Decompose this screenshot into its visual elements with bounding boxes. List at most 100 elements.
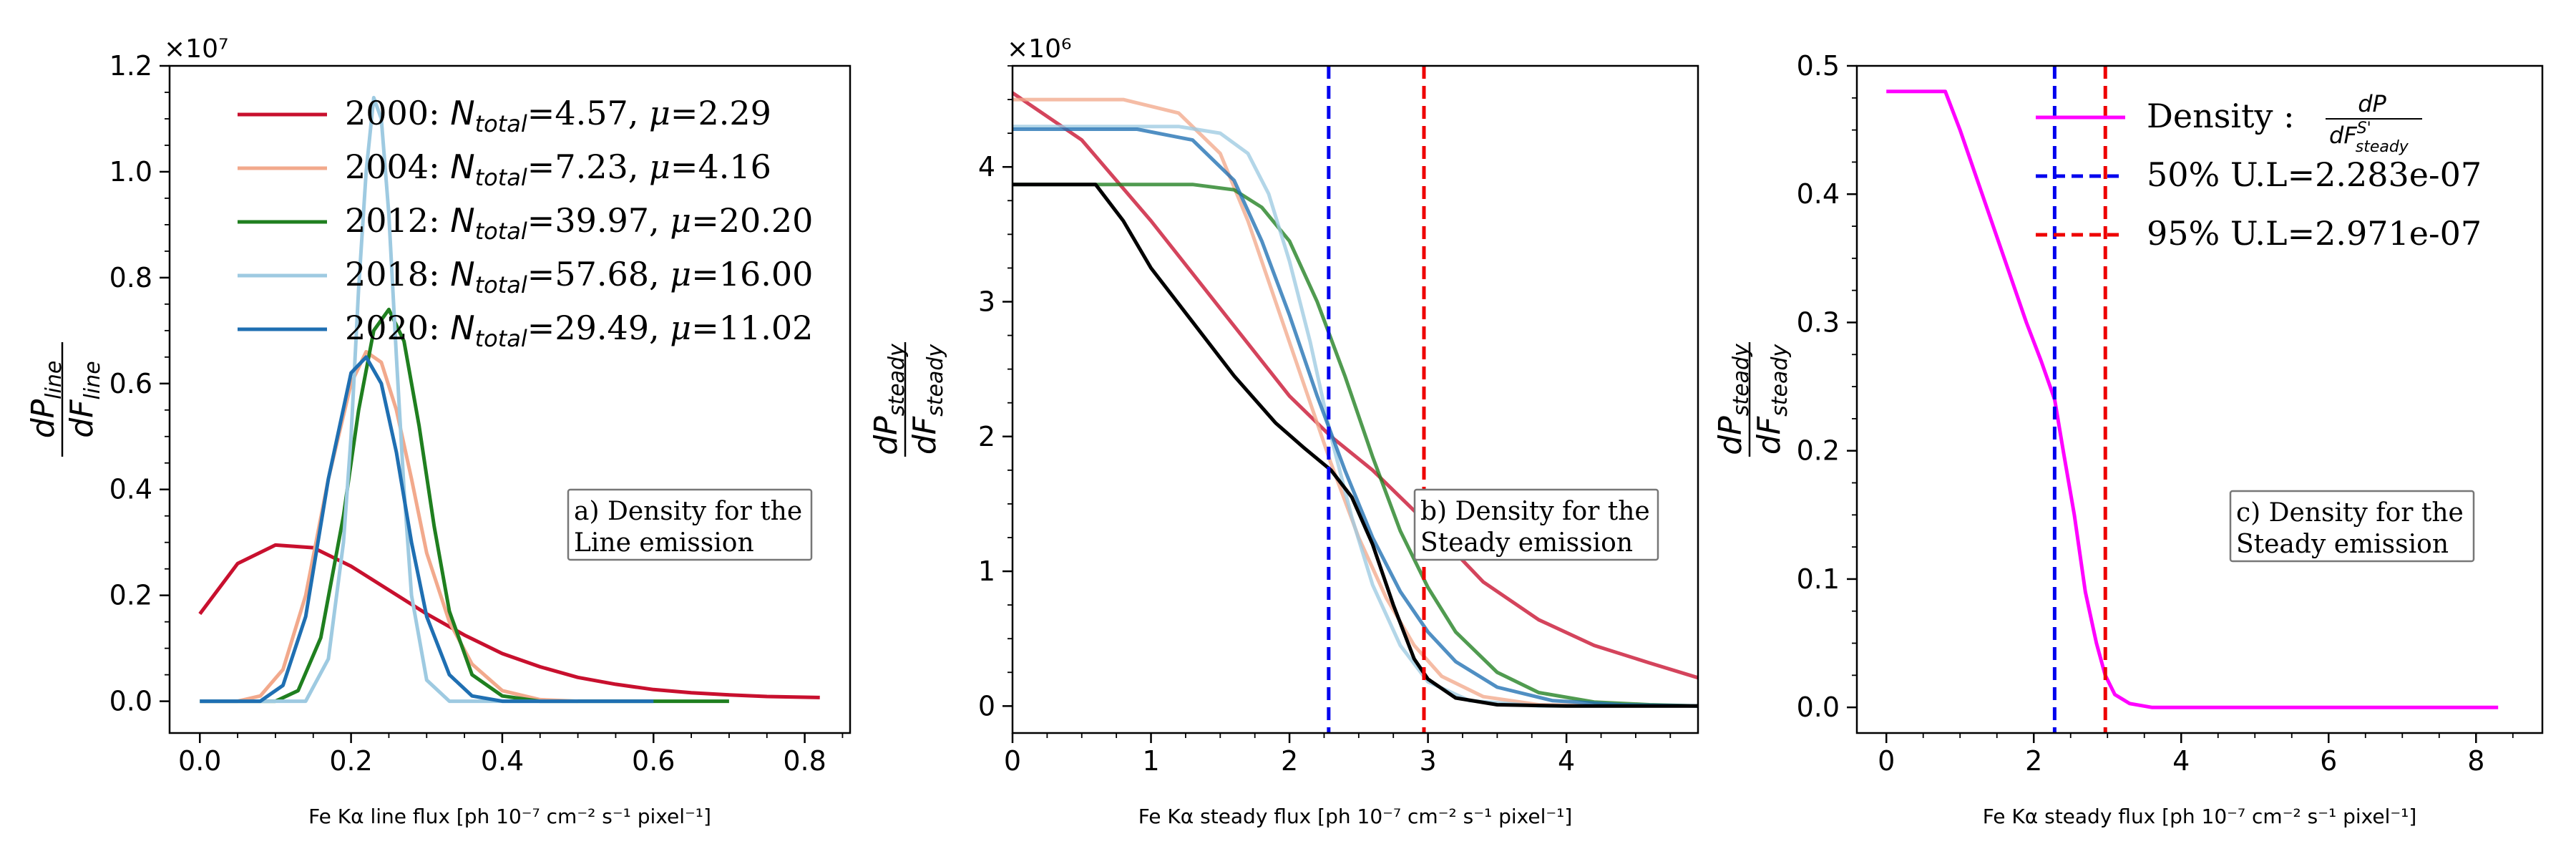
legend-frac-den-main: dF: [2329, 122, 2357, 149]
x-tick-label: 3: [1420, 745, 1437, 777]
x-tick-label: 6: [2320, 745, 2337, 777]
legend-eq: =: [527, 94, 555, 132]
legend-comma: ,: [628, 147, 649, 186]
y-label-denominator: dFsteady: [1751, 344, 1792, 455]
legend-comma: ,: [649, 201, 670, 240]
legend-ntotal: 7.23: [555, 147, 628, 186]
legend-mu-symbol: μ: [670, 201, 691, 240]
legend-entry-2018: 2018: Ntotal=57.68, μ=16.00: [345, 255, 813, 299]
plot-area: [1013, 66, 1698, 733]
x-tick-label: 4: [1558, 745, 1575, 777]
annotation-box: [2229, 490, 2475, 563]
annotation-box: [1413, 488, 1659, 561]
y-tick-label: 0.0: [1797, 691, 1840, 723]
legend-eq: =: [527, 201, 555, 240]
legend-eq: =: [527, 309, 555, 347]
x-tick-label: 4: [2172, 745, 2190, 777]
y-label-num-main: dP: [868, 416, 904, 455]
legend-entry-2012: 2012: Ntotal=39.97, μ=20.20: [345, 201, 813, 245]
legend-ntotal: 29.49: [555, 309, 649, 347]
y-tick-label: 1.2: [109, 50, 152, 82]
legend-frac-den-sup: S': [2357, 120, 2371, 137]
legend-mu: 2.29: [698, 94, 771, 132]
legend-frac-denominator: dFS' steady: [2329, 120, 2409, 156]
legend-entry-1: 50% U.L=2.283e-07: [2147, 155, 2482, 194]
x-axis-label: Fe Kα steady flux [ph 10⁻⁷ cm⁻² s⁻¹ pixe…: [1138, 805, 1573, 828]
legend-sep: :: [429, 309, 450, 347]
legend-mu: 4.16: [698, 147, 771, 186]
y-tick-label: 0.2: [1797, 435, 1840, 467]
legend-n-sub: total: [475, 325, 527, 352]
legend-n-sub: total: [475, 271, 527, 299]
legend-sep: :: [429, 94, 450, 132]
panel-a-line-density: 0.0 0.2 0.4 0.6 0.8 0.0 0.2 0.4 0.6 0.8 1.0 1.2 ×10⁷…: [25, 34, 852, 828]
y-tick-label: 0.4: [109, 474, 152, 505]
y-label-den-main: dF: [1751, 416, 1787, 455]
y-tick-label: 0: [978, 690, 995, 722]
series-2004-line: [200, 349, 578, 704]
y-label-den-main: dF: [907, 416, 943, 455]
y-label-num-main: dP: [25, 399, 62, 438]
legend-mu-symbol: μ: [670, 255, 691, 293]
legend-n-symbol: N: [450, 94, 474, 132]
plot-area: [198, 95, 820, 704]
legend-entry-0: Density :: [2147, 97, 2295, 135]
axes-frame: [1855, 64, 2544, 734]
x-tick-label: 1: [1142, 745, 1159, 777]
legend-mu: 11.02: [719, 309, 814, 347]
x-tick-label: 0: [1004, 745, 1021, 777]
legend-year: 2004: [345, 147, 429, 186]
legend-ntotal: 39.97: [555, 201, 649, 240]
legend-entry-2004: 2004: Ntotal=7.23, μ=4.16: [345, 147, 771, 191]
legend-n-symbol: N: [450, 147, 474, 186]
y-axis-exponent: ×10⁶: [1007, 34, 1071, 64]
y-label-den-sub: steady: [1767, 344, 1792, 417]
legend-ntotal: 4.57: [555, 94, 628, 132]
legend-sep: :: [429, 255, 450, 293]
series-2020-line: [1013, 127, 1698, 708]
legend-label: Density :: [2147, 97, 2295, 135]
legend-mu-symbol: μ: [649, 94, 670, 132]
legend-mu-symbol: μ: [649, 147, 670, 186]
legend-frac-numerator: dP: [2358, 90, 2386, 117]
legend-year: 2020: [345, 309, 429, 347]
legend-n-symbol: N: [450, 201, 474, 240]
series-2018-line: [200, 95, 578, 704]
y-tick-label: 4: [978, 151, 995, 183]
annotation-line: c) Density for the: [2236, 498, 2464, 528]
legend-entry-2020: 2020: Ntotal=29.49, μ=11.02: [345, 309, 813, 352]
annotation-line: b) Density for the: [1420, 497, 1650, 526]
y-tick-label: 0.5: [1797, 50, 1840, 82]
x-tick-label: 0.0: [178, 745, 221, 777]
axes-frame: [1011, 64, 1699, 734]
y-tick-label: 0.1: [1797, 563, 1840, 595]
legend-entry-2: 95% U.L=2.971e-07: [2147, 214, 2482, 253]
legend-comma: ,: [628, 94, 649, 132]
y-label-den-main: dF: [64, 399, 100, 438]
legend-n-sub: total: [475, 218, 527, 245]
y-tick-label: 0.0: [109, 686, 152, 717]
legend-eq: =: [670, 147, 698, 186]
legend-entry-2000: 2000: Ntotal=4.57, μ=2.29: [345, 94, 771, 137]
series-2012-line: [1013, 183, 1698, 708]
y-label-numerator: dPsteady: [1712, 343, 1754, 455]
legend-eq: =: [670, 94, 698, 132]
axes-frame: [168, 64, 852, 734]
x-tick-label: 2: [1281, 745, 1298, 777]
y-tick-label: 0.8: [109, 262, 152, 293]
x-tick-label: 0.2: [329, 745, 372, 777]
x-tick-label: 0.8: [783, 745, 826, 777]
annotation-box: [567, 488, 813, 561]
x-tick-label: 0.6: [632, 745, 675, 777]
annotation-line: Line emission: [574, 528, 754, 558]
legend-eq: =: [691, 309, 719, 347]
legend-ntotal: 57.68: [555, 255, 649, 293]
x-axis-label: Fe Kα steady flux [ph 10⁻⁷ cm⁻² s⁻¹ pixe…: [1983, 805, 2417, 828]
y-tick-label: 0.2: [109, 580, 152, 611]
legend-year: 2018: [345, 255, 429, 293]
x-axis-label: Fe Kα line flux [ph 10⁻⁷ cm⁻² s⁻¹ pixel⁻…: [308, 805, 711, 828]
y-tick-label: 0.3: [1797, 306, 1840, 338]
